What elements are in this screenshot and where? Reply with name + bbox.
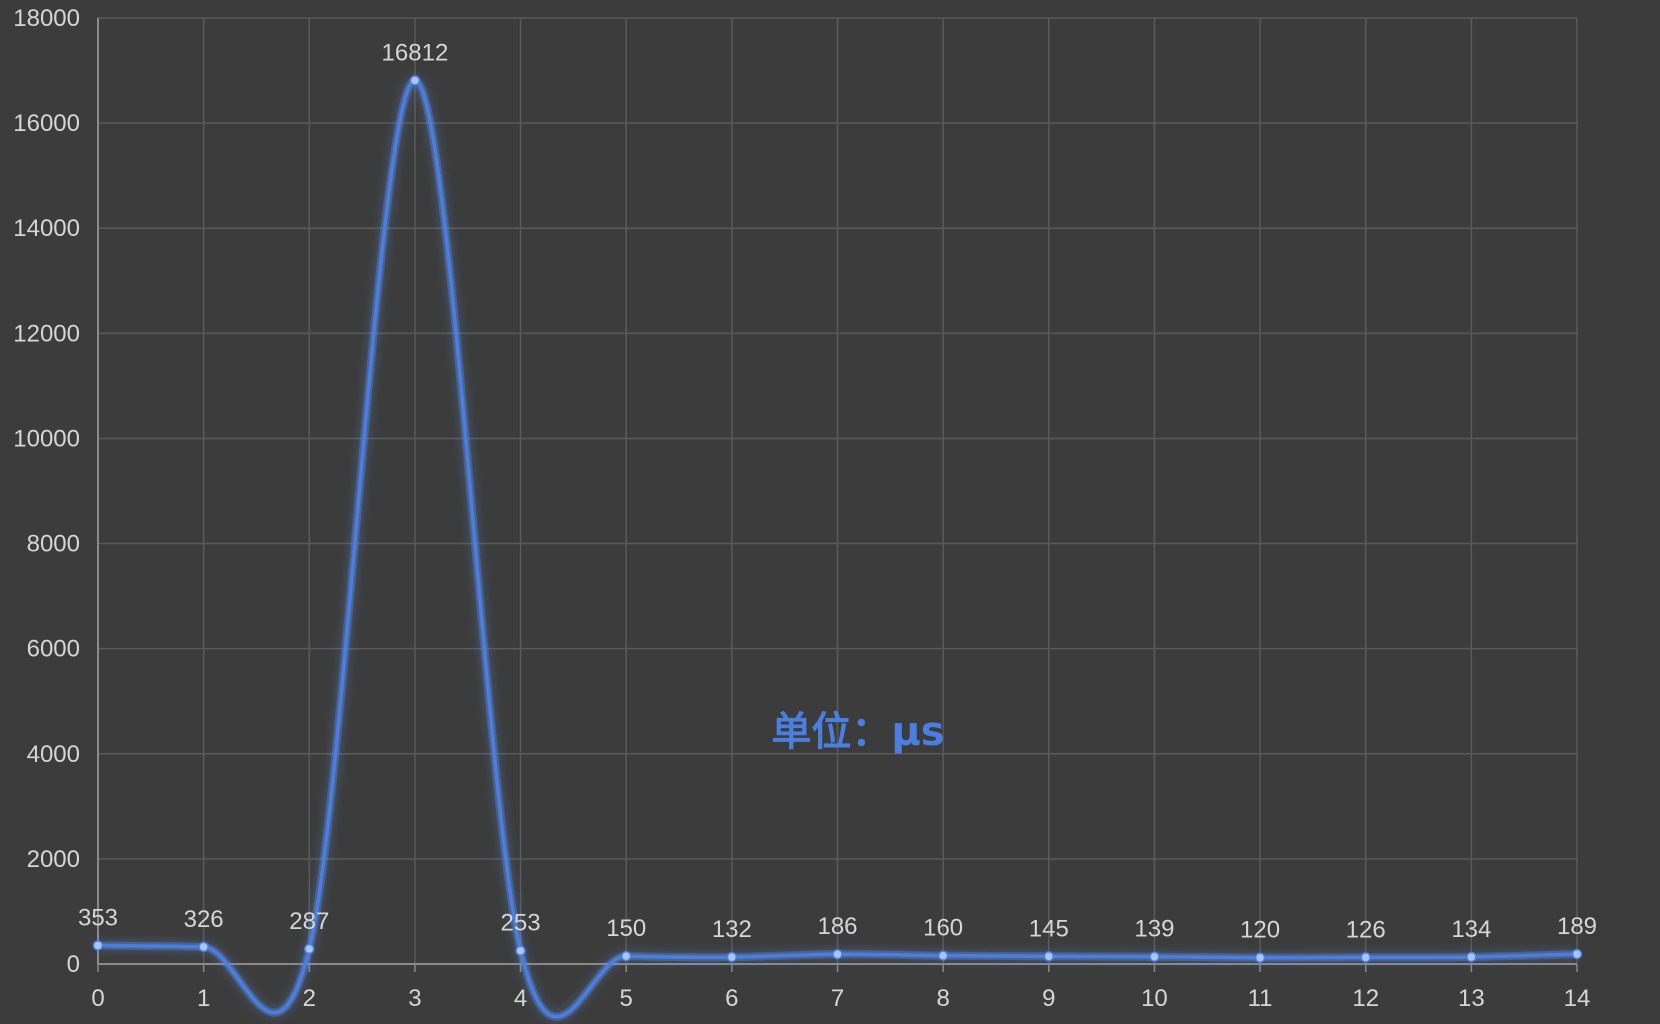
x-tick-label: 11	[1248, 985, 1273, 1012]
data-point[interactable]	[515, 945, 526, 956]
data-point[interactable]	[1571, 948, 1583, 960]
data-labels: 353 326 287 16812 253 150 132 186 160 145 139 120 12…	[78, 39, 1597, 943]
y-tick-label: 16000	[13, 110, 80, 137]
x-axis-ticks: 0 1 2 3 4 5 6 7 8 9 10 11 12 13 14	[91, 985, 1590, 1012]
data-label: 353	[78, 904, 118, 931]
x-tick-label: 12	[1352, 985, 1379, 1012]
y-tick-label: 0	[67, 951, 80, 978]
unit-annotation: 单位：μs	[771, 709, 944, 755]
data-label: 253	[501, 910, 541, 937]
data-point[interactable]	[92, 940, 104, 951]
data-label: 189	[1557, 913, 1597, 940]
axes	[97, 18, 1578, 972]
x-tick-label: 0	[91, 985, 104, 1012]
data-point[interactable]	[832, 948, 843, 960]
data-label: 120	[1240, 917, 1280, 944]
x-tick-label: 10	[1141, 985, 1168, 1012]
x-tick-label: 9	[1042, 985, 1055, 1012]
x-tick-label: 8	[936, 985, 949, 1012]
y-tick-label: 18000	[13, 5, 80, 32]
x-tick-label: 7	[831, 985, 844, 1012]
data-point[interactable]	[198, 941, 209, 953]
data-point[interactable]	[620, 950, 632, 962]
y-tick-label: 12000	[13, 320, 80, 347]
y-tick-label: 2000	[27, 846, 80, 873]
data-point[interactable]	[1466, 951, 1477, 963]
y-tick-label: 4000	[27, 741, 80, 768]
x-tick-label: 2	[303, 985, 316, 1012]
data-label: 132	[712, 916, 752, 943]
data-label: 145	[1029, 915, 1069, 942]
data-label: 139	[1134, 916, 1174, 943]
x-tick-label: 4	[514, 985, 527, 1012]
data-label: 326	[184, 906, 224, 933]
y-tick-label: 14000	[13, 215, 80, 242]
data-point[interactable]	[409, 75, 421, 86]
data-label: 126	[1346, 916, 1386, 943]
data-point[interactable]	[726, 951, 738, 963]
x-tick-label: 13	[1458, 985, 1485, 1012]
data-label: 16812	[382, 39, 449, 66]
x-tick-label: 6	[725, 985, 738, 1012]
y-tick-label: 10000	[13, 425, 80, 452]
x-tick-label: 14	[1564, 985, 1591, 1012]
x-tick-label: 1	[197, 985, 210, 1012]
data-point[interactable]	[1254, 952, 1266, 963]
y-tick-label: 6000	[27, 636, 80, 663]
data-point[interactable]	[304, 943, 315, 955]
grid	[97, 17, 1578, 965]
x-tick-label: 3	[408, 985, 421, 1012]
data-point[interactable]	[937, 950, 949, 961]
data-label: 134	[1451, 916, 1491, 943]
data-point[interactable]	[1043, 951, 1055, 962]
data-points	[92, 75, 1583, 963]
data-label: 160	[923, 915, 963, 942]
y-axis-ticks: 0 2000 4000 6000 8000 10000 12000 14000 16000 180…	[13, 5, 80, 978]
data-point[interactable]	[1360, 952, 1371, 963]
data-label: 287	[289, 908, 329, 935]
data-label: 186	[817, 913, 857, 940]
x-tick-label: 5	[620, 985, 633, 1012]
data-label: 150	[606, 915, 646, 942]
data-point[interactable]	[1149, 951, 1160, 962]
y-tick-label: 8000	[27, 531, 80, 558]
